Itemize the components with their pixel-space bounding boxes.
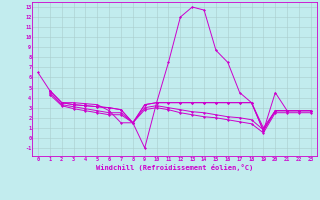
X-axis label: Windchill (Refroidissement éolien,°C): Windchill (Refroidissement éolien,°C) xyxy=(96,164,253,171)
